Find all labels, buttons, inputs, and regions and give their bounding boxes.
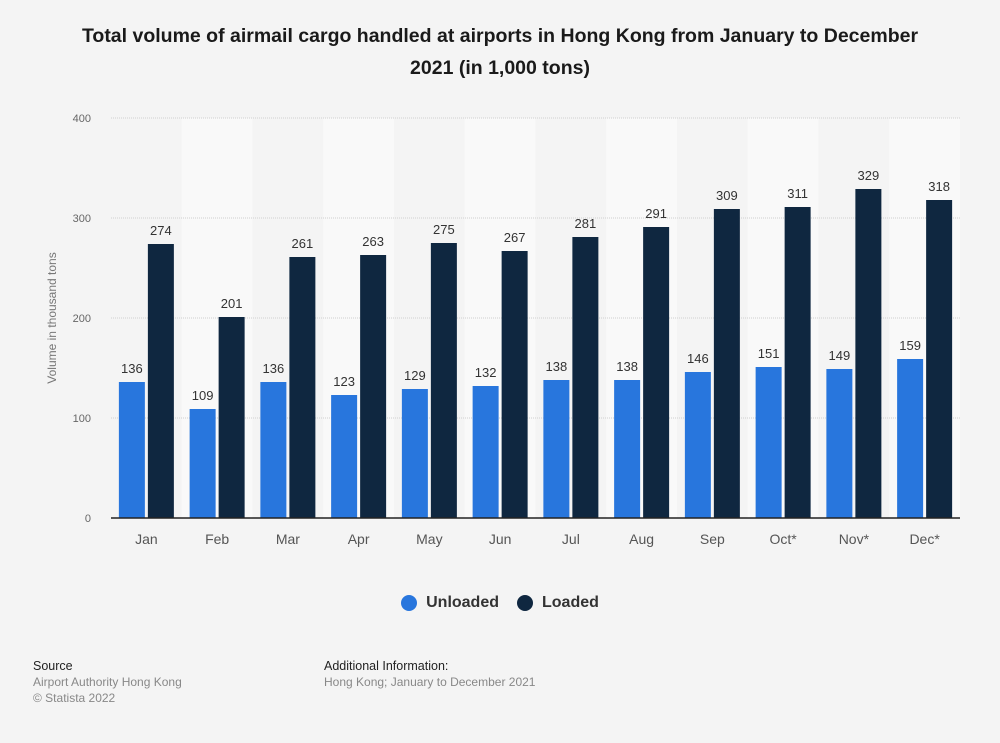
bar-unloaded-sep[interactable] <box>684 372 711 518</box>
bar-loaded-jan[interactable] <box>147 244 174 518</box>
x-tick-label: Jul <box>562 531 580 547</box>
source-block: Source Airport Authority Hong Kong © Sta… <box>33 658 182 706</box>
legend-swatch-loaded <box>517 595 533 611</box>
chart-title: Total volume of airmail cargo handled at… <box>81 25 919 79</box>
legend: Unloaded Loaded <box>0 594 1000 612</box>
data-label: 281 <box>575 216 597 231</box>
data-label: 275 <box>433 222 455 237</box>
y-tick-label: 300 <box>73 213 91 225</box>
legend-label-unloaded: Unloaded <box>426 594 499 611</box>
x-axis-ticks: Jan Feb Mar Apr May Jun Jul Aug Sep Oct* Nov* Dec* <box>135 531 940 547</box>
bar-loaded-jul[interactable] <box>572 237 599 518</box>
data-label: 151 <box>758 346 780 361</box>
x-tick-label: Nov* <box>839 531 870 547</box>
y-tick-label: 400 <box>73 113 91 125</box>
bar-loaded-nov[interactable] <box>855 189 882 518</box>
x-tick-label: Jun <box>489 531 512 547</box>
bar-unloaded-jul[interactable] <box>543 380 570 518</box>
data-label: 274 <box>150 223 172 238</box>
bar-loaded-dec[interactable] <box>926 200 953 518</box>
bar-unloaded-oct[interactable] <box>755 367 782 518</box>
bar-loaded-apr[interactable] <box>360 255 387 518</box>
y-axis-label: Volume in thousand tons <box>45 252 59 383</box>
bar-loaded-aug[interactable] <box>643 227 670 518</box>
y-axis-ticks: 0 100 200 300 400 <box>73 113 91 525</box>
bar-loaded-mar[interactable] <box>289 257 316 518</box>
data-label: 129 <box>404 368 426 383</box>
bar-unloaded-jan[interactable] <box>118 382 145 518</box>
data-label: 201 <box>221 296 243 311</box>
data-label: 291 <box>645 206 667 221</box>
legend-swatch-unloaded <box>401 595 418 611</box>
additional-info-block: Additional Information: Hong Kong; Janua… <box>324 658 535 690</box>
data-labels: 136 274 109 201 136 261 123 263 129 275 132 267 138 2… <box>121 168 950 403</box>
bar-unloaded-feb[interactable] <box>189 409 216 518</box>
bar-unloaded-nov[interactable] <box>826 369 853 518</box>
bar-unloaded-dec[interactable] <box>897 359 924 518</box>
bar-loaded-may[interactable] <box>430 243 457 518</box>
y-tick-label: 0 <box>85 513 91 525</box>
x-tick-label: Feb <box>205 531 229 547</box>
data-label: 123 <box>333 374 355 389</box>
bar-loaded-feb[interactable] <box>218 317 245 518</box>
data-label: 136 <box>263 361 285 376</box>
data-label: 311 <box>787 186 808 201</box>
data-label: 138 <box>616 359 638 374</box>
data-label: 309 <box>716 188 738 203</box>
x-tick-label: Jan <box>135 531 158 547</box>
legend-item-unloaded[interactable]: Unloaded <box>401 594 499 612</box>
x-tick-label: Oct* <box>770 531 798 547</box>
data-label: 318 <box>928 179 950 194</box>
bar-chart: 0 100 200 300 400 136 274 109 201 136 261 123 263 12… <box>45 113 960 547</box>
data-label: 132 <box>475 365 497 380</box>
data-label: 138 <box>546 359 568 374</box>
additional-info-text: Hong Kong; January to December 2021 <box>324 675 536 689</box>
legend-label-loaded: Loaded <box>542 594 599 611</box>
x-tick-label: Sep <box>700 531 725 547</box>
y-tick-label: 100 <box>73 413 91 425</box>
data-label: 149 <box>829 348 851 363</box>
bar-unloaded-apr[interactable] <box>331 395 358 518</box>
data-label: 159 <box>899 338 921 353</box>
bars <box>118 189 953 518</box>
bar-loaded-sep[interactable] <box>713 209 740 518</box>
bar-unloaded-aug[interactable] <box>614 380 641 518</box>
x-tick-label: Dec* <box>909 531 940 547</box>
bar-unloaded-jun[interactable] <box>472 386 499 518</box>
data-label: 267 <box>504 230 526 245</box>
gridlines <box>111 117 960 419</box>
legend-item-loaded[interactable]: Loaded <box>517 594 599 612</box>
source-heading: Source <box>33 659 73 673</box>
x-tick-label: Apr <box>348 531 370 547</box>
bar-unloaded-mar[interactable] <box>260 382 287 518</box>
additional-info-heading: Additional Information: <box>324 659 449 673</box>
bar-loaded-jun[interactable] <box>501 251 528 518</box>
copyright: © Statista 2022 <box>33 691 116 705</box>
data-label: 261 <box>292 236 314 251</box>
data-label: 263 <box>362 234 384 249</box>
data-label: 146 <box>687 351 709 366</box>
x-tick-label: Mar <box>276 531 300 547</box>
bar-loaded-oct[interactable] <box>784 207 811 518</box>
bar-unloaded-may[interactable] <box>401 389 428 518</box>
x-tick-label: Aug <box>629 531 654 547</box>
data-label: 136 <box>121 361 143 376</box>
y-tick-label: 200 <box>73 313 91 325</box>
source-name[interactable]: Airport Authority Hong Kong <box>33 675 182 689</box>
x-tick-label: May <box>416 531 442 547</box>
data-label: 109 <box>192 388 214 403</box>
data-label: 329 <box>858 168 880 183</box>
